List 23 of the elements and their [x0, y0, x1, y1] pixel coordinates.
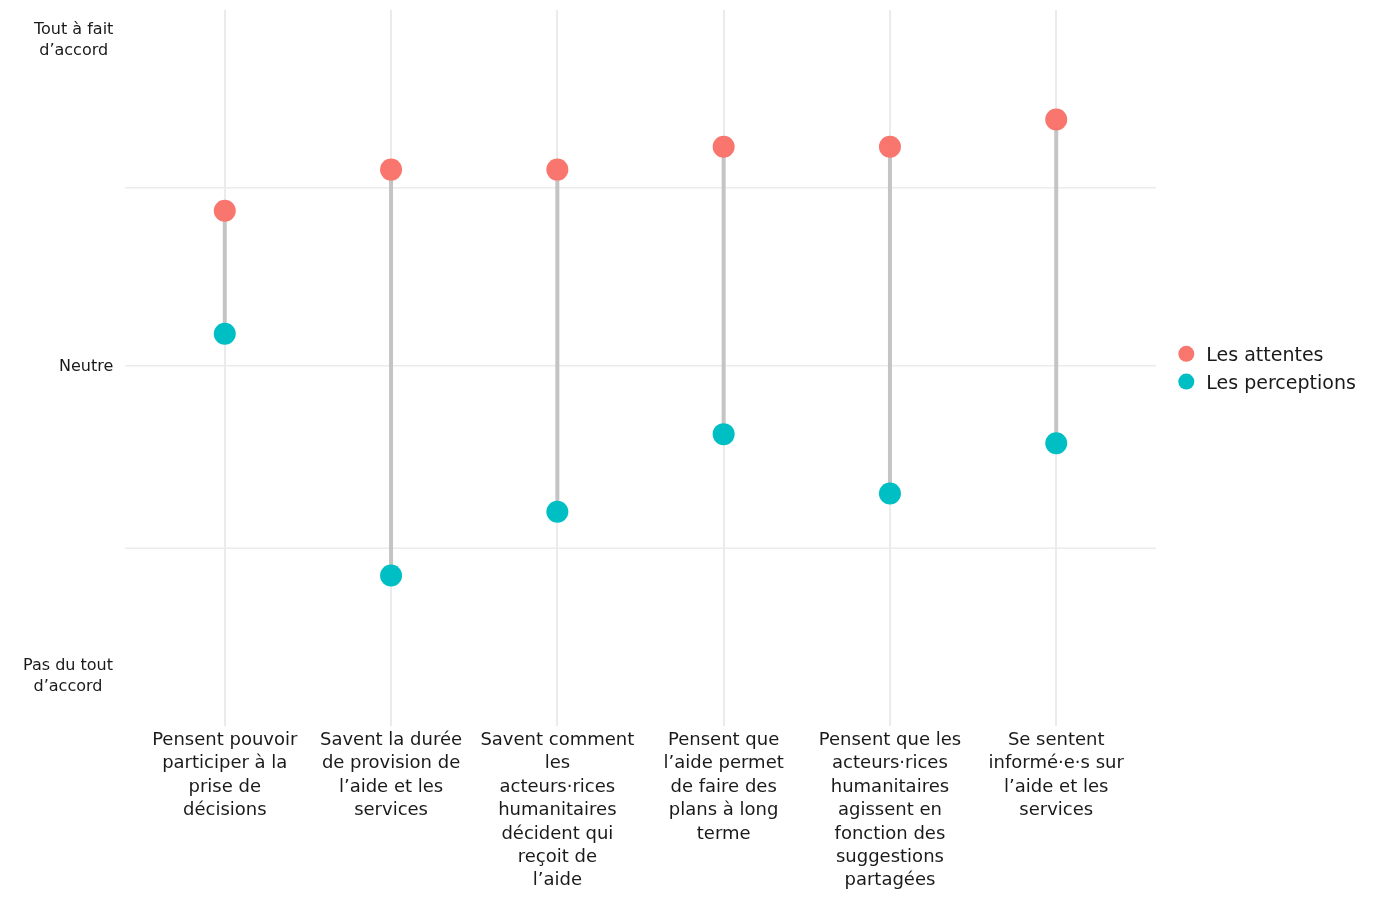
point [546, 500, 569, 523]
point [213, 322, 236, 345]
x-tick-label: Pensent que les acteurs·rices humanitaires agissent en fonction des suggestions partagées [818, 728, 962, 890]
point [712, 423, 735, 446]
point [712, 135, 735, 158]
point [380, 158, 403, 181]
x-tick-label: Savent comment les acteurs·rices humanitaires décident qui reçoit de l’aide [480, 728, 635, 890]
point [380, 564, 403, 587]
x-tick-label: Pensent pouvoir participer à la prise de décisions [152, 728, 298, 820]
point [213, 199, 236, 222]
x-tick-label: Se sentent informé·e·s sur l’aide et les services [988, 728, 1125, 820]
text: Pas du tout d’accord [23, 655, 114, 695]
point [878, 135, 901, 158]
point [546, 158, 569, 181]
point [1045, 432, 1068, 455]
point [878, 482, 901, 505]
text: Tout à fait d’accord [33, 19, 114, 59]
legend-label: Les perceptions [1206, 370, 1356, 393]
x-tick-label: Pensent que l’aide permet de faire des plans à long terme [663, 728, 784, 843]
x-tick-label: Savent la durée de provision de l’aide et les services [320, 728, 463, 820]
ref-line-label: Neutre [59, 356, 114, 375]
legend-label: Les attentes [1206, 343, 1324, 366]
point [1045, 108, 1068, 131]
